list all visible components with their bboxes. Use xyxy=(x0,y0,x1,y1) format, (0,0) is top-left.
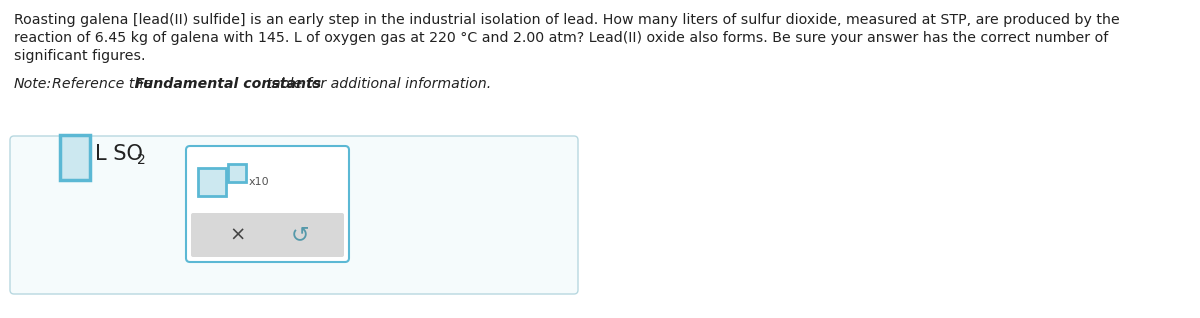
Text: 2: 2 xyxy=(137,154,145,168)
Text: Fundamental constants: Fundamental constants xyxy=(134,77,322,91)
FancyBboxPatch shape xyxy=(191,213,344,257)
Text: ×: × xyxy=(229,225,246,245)
FancyBboxPatch shape xyxy=(198,168,226,196)
Text: x10: x10 xyxy=(250,177,270,187)
Text: ↺: ↺ xyxy=(290,225,310,245)
FancyBboxPatch shape xyxy=(186,146,349,262)
Text: reaction of 6.45 kg of galena with 145. L of oxygen gas at 220 °C and 2.00 atm? : reaction of 6.45 kg of galena with 145. … xyxy=(14,31,1109,45)
Text: L SO: L SO xyxy=(95,144,143,164)
FancyBboxPatch shape xyxy=(60,135,90,180)
FancyBboxPatch shape xyxy=(10,136,578,294)
Text: Roasting galena [lead(II) sulfide] is an early step in the industrial isolation : Roasting galena [lead(II) sulfide] is an… xyxy=(14,13,1120,27)
Text: Note:: Note: xyxy=(14,77,53,91)
FancyBboxPatch shape xyxy=(228,164,246,182)
Text: table for additional information.: table for additional information. xyxy=(262,77,491,91)
Text: significant figures.: significant figures. xyxy=(14,49,145,63)
Text: Reference the: Reference the xyxy=(52,77,157,91)
